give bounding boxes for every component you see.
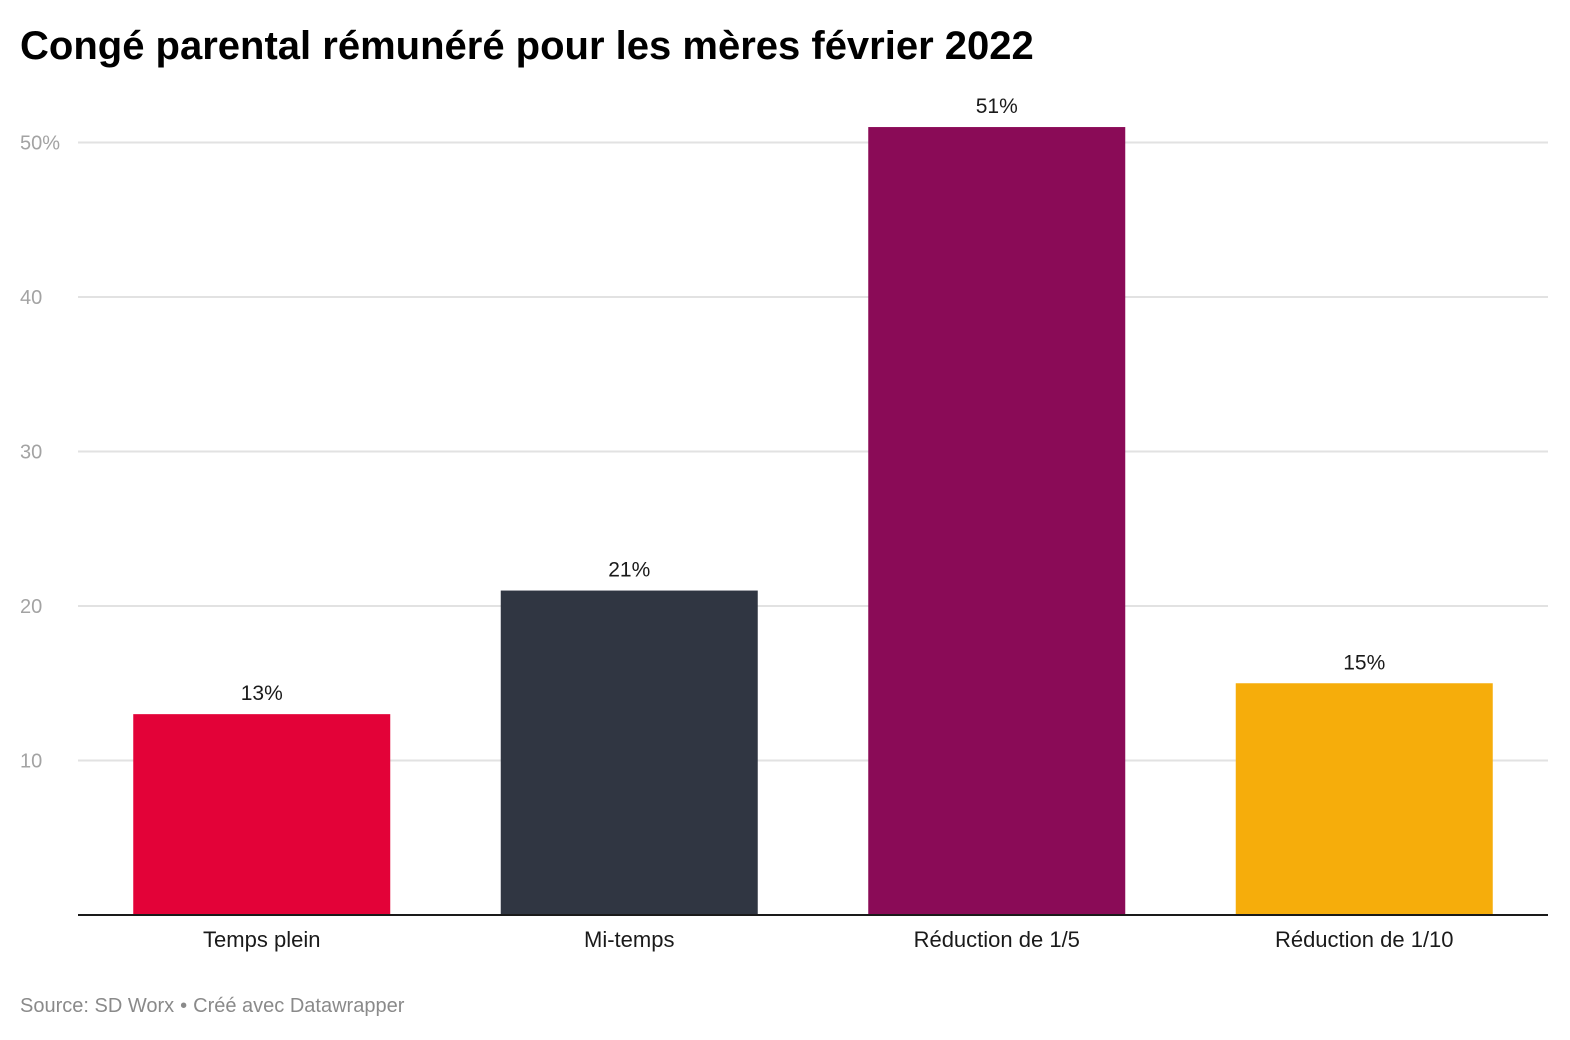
footer-separator: • [180, 995, 188, 1017]
x-category-label: Réduction de 1/5 [914, 927, 1080, 952]
x-axis-category-labels: Temps plein Mi-temps Réduction de 1/5 Réduc… [203, 927, 1453, 952]
bar-value-labels: 13% 21% 51% 15% [241, 95, 1386, 705]
gridlines [78, 141, 1548, 762]
chart-title: Congé parental rémunéré pour les mères f… [20, 24, 1034, 68]
bar-value-label: 51% [976, 95, 1018, 118]
y-tick-label: 30 [20, 442, 42, 464]
bar-3 [868, 127, 1126, 916]
y-tick-label: 20 [20, 596, 42, 618]
y-axis-tick-labels: 10 20 30 40 50% [20, 133, 60, 773]
y-tick-label: 50% [20, 133, 60, 155]
credit-note: Créé avec Datawrapper [193, 995, 405, 1017]
y-tick-label: 10 [20, 751, 42, 773]
bar-1 [133, 714, 391, 915]
bar-value-label: 21% [608, 559, 650, 582]
source-note: Source: SD Worx [20, 995, 175, 1017]
x-category-label: Mi-temps [584, 927, 674, 952]
chart-footer: Source: SD Worx • Créé avec Datawrapper [20, 992, 404, 1020]
bars [133, 127, 1493, 916]
bar-4 [1235, 683, 1493, 915]
bar-value-label: 13% [241, 682, 283, 705]
x-category-label: Réduction de 1/10 [1275, 927, 1454, 952]
y-tick-label: 40 [20, 287, 42, 309]
bar-2 [500, 590, 758, 915]
bar-value-label: 15% [1343, 651, 1385, 674]
x-category-label: Temps plein [203, 927, 320, 952]
